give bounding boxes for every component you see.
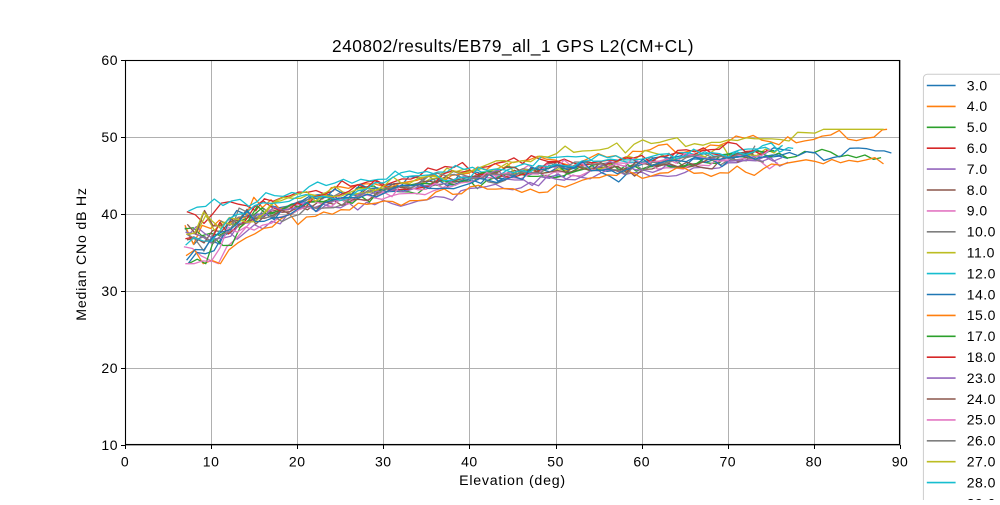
svg-text:24.0: 24.0 xyxy=(967,391,996,407)
svg-text:240802/results/EB79_all_1 GPS: 240802/results/EB79_all_1 GPS L2(CM+CL) xyxy=(332,36,694,56)
svg-text:23.0: 23.0 xyxy=(967,370,996,386)
svg-text:18.0: 18.0 xyxy=(967,349,996,365)
svg-text:6.0: 6.0 xyxy=(967,140,988,156)
svg-text:17.0: 17.0 xyxy=(967,328,996,344)
svg-text:10: 10 xyxy=(203,454,220,470)
svg-text:10.0: 10.0 xyxy=(967,224,996,240)
svg-text:Median CNo dB Hz: Median CNo dB Hz xyxy=(74,187,90,320)
svg-text:26.0: 26.0 xyxy=(967,433,996,449)
svg-text:11.0: 11.0 xyxy=(967,245,995,261)
svg-text:Elevation (deg): Elevation (deg) xyxy=(459,473,566,489)
svg-text:7.0: 7.0 xyxy=(967,161,988,177)
svg-text:40: 40 xyxy=(101,206,118,222)
svg-text:40: 40 xyxy=(461,454,478,470)
svg-text:60: 60 xyxy=(633,454,650,470)
svg-text:8.0: 8.0 xyxy=(967,182,988,198)
svg-text:15.0: 15.0 xyxy=(967,307,996,323)
svg-text:14.0: 14.0 xyxy=(967,286,996,302)
svg-text:29.0: 29.0 xyxy=(967,495,996,500)
svg-text:60: 60 xyxy=(101,52,118,68)
svg-text:50: 50 xyxy=(101,129,118,145)
svg-text:10: 10 xyxy=(101,437,118,453)
svg-text:50: 50 xyxy=(547,454,564,470)
svg-text:80: 80 xyxy=(806,454,823,470)
svg-text:20: 20 xyxy=(289,454,306,470)
svg-text:12.0: 12.0 xyxy=(967,265,996,281)
svg-text:0: 0 xyxy=(121,454,129,470)
svg-text:5.0: 5.0 xyxy=(967,119,988,135)
svg-text:9.0: 9.0 xyxy=(967,203,988,219)
svg-text:20: 20 xyxy=(101,360,118,376)
svg-text:28.0: 28.0 xyxy=(967,474,996,490)
svg-text:30: 30 xyxy=(101,283,118,299)
svg-text:27.0: 27.0 xyxy=(967,454,996,470)
svg-text:4.0: 4.0 xyxy=(967,98,988,114)
svg-text:90: 90 xyxy=(892,454,909,470)
svg-text:70: 70 xyxy=(720,454,737,470)
svg-text:3.0: 3.0 xyxy=(967,77,988,93)
svg-text:30: 30 xyxy=(375,454,392,470)
svg-text:25.0: 25.0 xyxy=(967,412,996,428)
